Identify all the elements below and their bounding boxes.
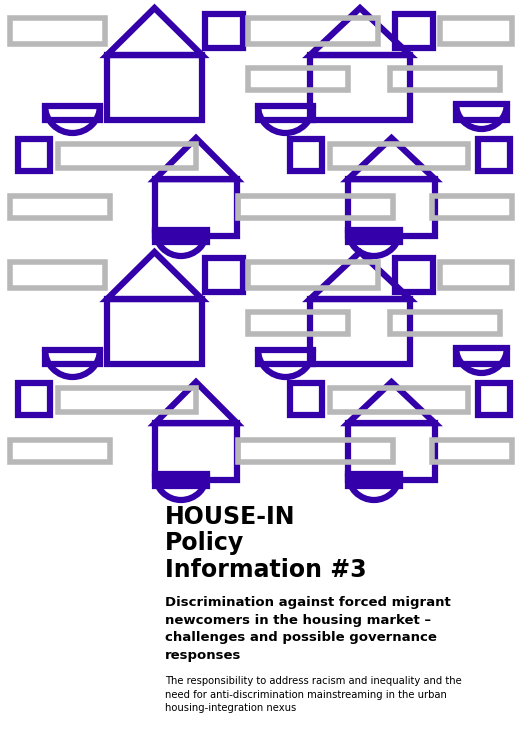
Bar (18, 383, 50, 415)
Bar (18, 139, 50, 171)
Bar (10, 18, 105, 44)
Bar (395, 14, 433, 48)
Bar (395, 258, 433, 292)
Bar (390, 68, 500, 90)
Bar (478, 383, 510, 415)
Bar (205, 258, 243, 292)
Text: The responsibility to address racism and inequality and the
need for anti-discri: The responsibility to address racism and… (165, 676, 462, 713)
Text: HOUSE-IN: HOUSE-IN (165, 505, 295, 529)
Bar (248, 18, 378, 44)
Bar (456, 347, 507, 364)
Bar (155, 179, 237, 236)
Bar (440, 262, 512, 288)
Bar (348, 423, 435, 480)
Bar (238, 440, 393, 462)
Text: Policy: Policy (165, 531, 244, 556)
Text: Information #3: Information #3 (165, 558, 366, 582)
Bar (290, 139, 322, 171)
Bar (155, 474, 207, 486)
Bar (432, 440, 512, 462)
Bar (330, 144, 468, 168)
Bar (348, 230, 400, 242)
Text: Discrimination against forced migrant
newcomers in the housing market –
challeng: Discrimination against forced migrant ne… (165, 596, 451, 662)
Bar (310, 299, 410, 364)
Bar (258, 350, 313, 364)
Bar (10, 262, 105, 288)
Bar (440, 18, 512, 44)
Bar (456, 103, 507, 120)
Bar (155, 230, 207, 242)
Bar (155, 423, 237, 480)
Bar (107, 55, 202, 120)
Bar (58, 388, 196, 412)
Bar (248, 262, 378, 288)
Bar (10, 440, 110, 462)
Bar (107, 299, 202, 364)
Bar (205, 14, 243, 48)
Bar (390, 312, 500, 334)
Bar (330, 388, 468, 412)
Bar (432, 196, 512, 218)
Bar (238, 196, 393, 218)
Bar (310, 55, 410, 120)
Bar (290, 383, 322, 415)
Bar (45, 350, 100, 364)
Bar (248, 312, 348, 334)
Bar (248, 68, 348, 90)
Bar (258, 106, 313, 120)
Bar (58, 144, 196, 168)
Bar (10, 196, 110, 218)
Bar (45, 106, 100, 120)
Bar (348, 474, 400, 486)
Bar (478, 139, 510, 171)
Bar (348, 179, 435, 236)
